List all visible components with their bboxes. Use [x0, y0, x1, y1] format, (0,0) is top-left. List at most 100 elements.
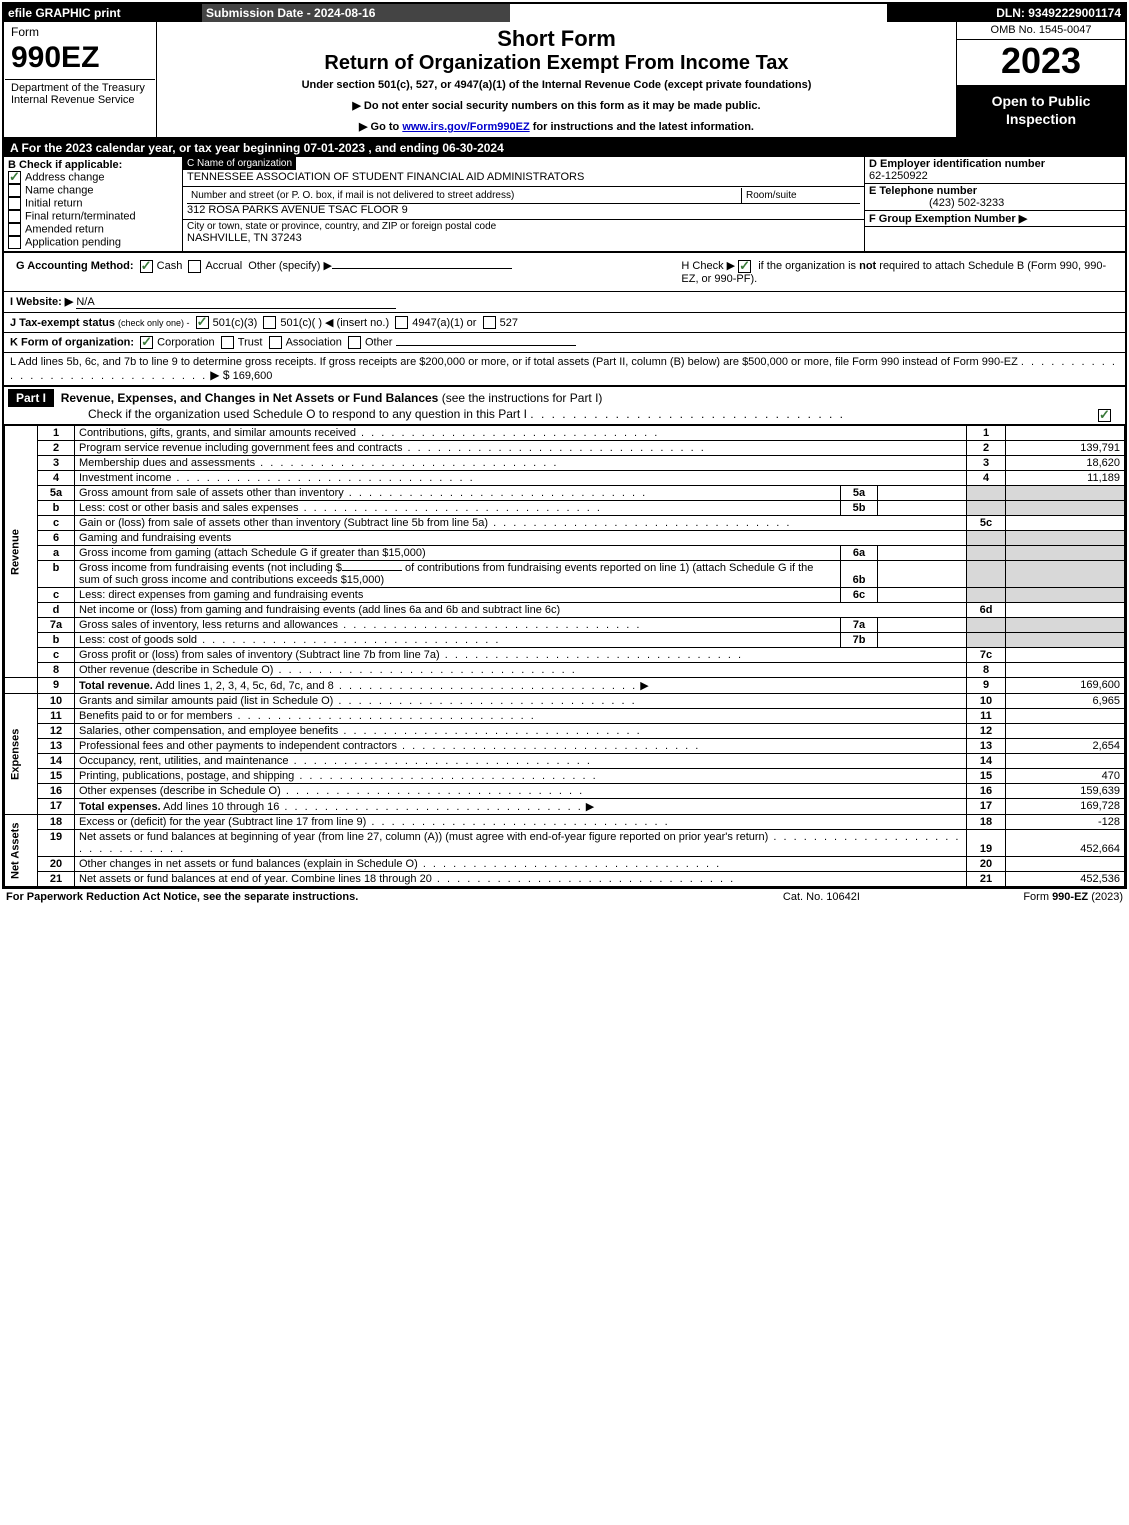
line-15: Printing, publications, postage, and shi…: [75, 769, 967, 784]
chk-other-org[interactable]: [348, 336, 361, 349]
line-11: Benefits paid to or for members: [75, 709, 967, 724]
tax-year: 2023: [957, 40, 1126, 86]
val-7c: [1006, 648, 1125, 663]
box-c-label: C Name of organization: [183, 157, 296, 170]
line-17: Total expenses. Add lines 10 through 16 …: [75, 799, 967, 815]
line-a: A For the 2023 calendar year, or tax yea…: [3, 139, 1126, 158]
title-short: Short Form: [165, 26, 948, 52]
org-name: TENNESSEE ASSOCIATION OF STUDENT FINANCI…: [183, 170, 864, 186]
val-2: 139,791: [1006, 441, 1125, 456]
line-6c: Less: direct expenses from gaming and fu…: [75, 588, 841, 603]
val-13: 2,654: [1006, 739, 1125, 754]
part-1-check-text: Check if the organization used Schedule …: [8, 407, 527, 421]
omb-number: OMB No. 1545-0047: [957, 22, 1126, 40]
chk-final-return[interactable]: Final return/terminated: [8, 210, 178, 223]
chk-501c[interactable]: [263, 316, 276, 329]
chk-association[interactable]: [269, 336, 282, 349]
val-21: 452,536: [1006, 872, 1125, 887]
line-7a: Gross sales of inventory, less returns a…: [75, 618, 841, 633]
line-4: Investment income: [75, 471, 967, 486]
val-16: 159,639: [1006, 784, 1125, 799]
val-3: 18,620: [1006, 456, 1125, 471]
form-word: Form: [5, 23, 155, 41]
ein: 62-1250922: [869, 170, 928, 182]
line-g-label: G Accounting Method:: [16, 260, 134, 272]
street-label: Number and street (or P. O. box, if mail…: [187, 188, 742, 204]
box-d-label: D Employer identification number: [869, 158, 1045, 170]
chk-accrual[interactable]: [188, 260, 201, 273]
val-8: [1006, 663, 1125, 678]
box-e-label: E Telephone number: [869, 185, 977, 197]
val-5c: [1006, 516, 1125, 531]
form-container: efile GRAPHIC print Submission Date - 20…: [2, 2, 1127, 889]
footer-left: For Paperwork Reduction Act Notice, see …: [2, 889, 735, 905]
telephone: (423) 502-3233: [869, 197, 1004, 209]
val-6d: [1006, 603, 1125, 618]
chk-trust[interactable]: [221, 336, 234, 349]
chk-4947[interactable]: [395, 316, 408, 329]
val-20: [1006, 857, 1125, 872]
line-10: Grants and similar amounts paid (list in…: [75, 694, 967, 709]
footer-form-ref: Form 990-EZ (2023): [908, 889, 1127, 905]
open-inspection: Open to Public Inspection: [957, 85, 1126, 137]
submission-date: Submission Date - 2024-08-16: [202, 3, 510, 22]
chk-name-change[interactable]: Name change: [8, 184, 178, 197]
note-goto: ▶ Go to www.irs.gov/Form990EZ for instru…: [165, 120, 948, 133]
line-k-label: K Form of organization:: [10, 337, 134, 349]
val-10: 6,965: [1006, 694, 1125, 709]
line-14: Occupancy, rent, utilities, and maintena…: [75, 754, 967, 769]
side-expenses: Expenses: [5, 694, 38, 815]
chk-schedule-b[interactable]: [738, 260, 751, 273]
dln: DLN: 93492229001174: [887, 3, 1126, 22]
side-net-assets: Net Assets: [5, 815, 38, 887]
title-main: Return of Organization Exempt From Incom…: [165, 52, 948, 75]
chk-address-change[interactable]: Address change: [8, 171, 178, 184]
val-15: 470: [1006, 769, 1125, 784]
dept-label: Department of the Treasury Internal Reve…: [5, 79, 155, 108]
chk-corporation[interactable]: [140, 336, 153, 349]
chk-501c3[interactable]: [196, 316, 209, 329]
note-ssn: ▶ Do not enter social security numbers o…: [165, 99, 948, 112]
chk-initial-return[interactable]: Initial return: [8, 197, 178, 210]
website-value: N/A: [76, 296, 396, 309]
val-17: 169,728: [1006, 799, 1125, 815]
part-1-subtitle: (see the instructions for Part I): [442, 391, 603, 405]
line-6a: Gross income from gaming (attach Schedul…: [75, 546, 841, 561]
chk-amended-return[interactable]: Amended return: [8, 223, 178, 236]
line-19: Net assets or fund balances at beginning…: [75, 830, 967, 857]
part-1-title: Revenue, Expenses, and Changes in Net As…: [61, 391, 439, 405]
val-11: [1006, 709, 1125, 724]
irs-link[interactable]: www.irs.gov/Form990EZ: [402, 121, 529, 133]
val-12: [1006, 724, 1125, 739]
line-21: Net assets or fund balances at end of ye…: [75, 872, 967, 887]
chk-application-pending[interactable]: Application pending: [8, 236, 178, 249]
room-label: Room/suite: [742, 188, 861, 204]
line-6d: Net income or (loss) from gaming and fun…: [75, 603, 967, 618]
line-6: Gaming and fundraising events: [75, 531, 967, 546]
val-1: [1006, 426, 1125, 441]
val-18: -128: [1006, 815, 1125, 830]
line-6b: Gross income from fundraising events (no…: [75, 561, 841, 588]
line-13: Professional fees and other payments to …: [75, 739, 967, 754]
line-7b: Less: cost of goods sold: [75, 633, 841, 648]
box-b-label: B Check if applicable:: [8, 159, 178, 171]
val-9: 169,600: [1006, 678, 1125, 694]
title-sub: Under section 501(c), 527, or 4947(a)(1)…: [165, 79, 948, 91]
: L Add lines 5b, 6c, and 7b to line 9 to …: [10, 356, 1018, 368]
line-2: Program service revenue including govern…: [75, 441, 967, 456]
city-label: City or town, state or province, country…: [187, 221, 860, 232]
line-8: Other revenue (describe in Schedule O): [75, 663, 967, 678]
line-5b: Less: cost or other basis and sales expe…: [75, 501, 841, 516]
line-i-label: I Website: ▶: [10, 296, 73, 308]
chk-527[interactable]: [483, 316, 496, 329]
chk-schedule-o[interactable]: [1098, 409, 1111, 422]
val-19: 452,664: [1006, 830, 1125, 857]
line-20: Other changes in net assets or fund bala…: [75, 857, 967, 872]
line-h: H Check ▶ if the organization is not req…: [675, 256, 1119, 288]
org-street: 312 ROSA PARKS AVENUE TSAC FLOOR 9: [187, 204, 860, 216]
footer-catalog: Cat. No. 10642I: [735, 889, 908, 905]
chk-cash[interactable]: [140, 260, 153, 273]
line-5a: Gross amount from sale of assets other t…: [75, 486, 841, 501]
box-f-label: F Group Exemption Number ▶: [869, 213, 1027, 225]
efile-label: efile GRAPHIC print: [3, 3, 202, 22]
